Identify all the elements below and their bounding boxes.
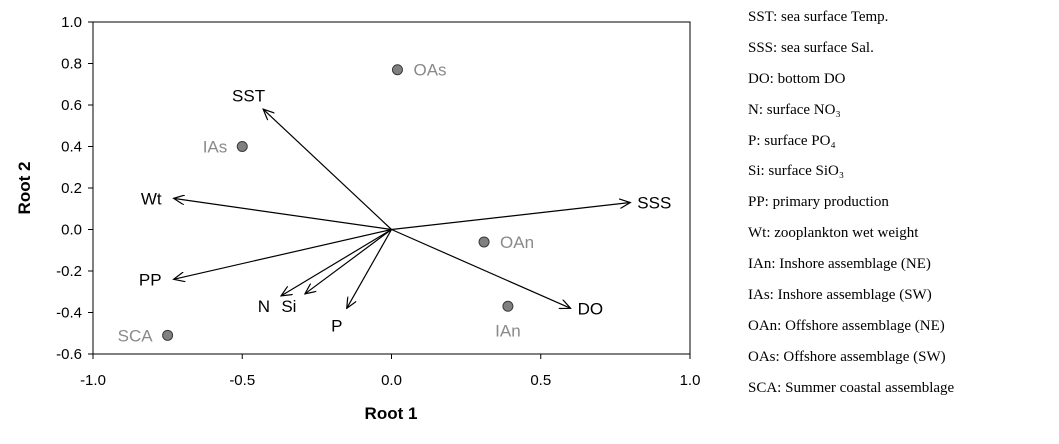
vector-label-sst: SST [232, 86, 265, 105]
vector-arrow-pp [174, 228, 392, 280]
legend-item: OAs: Offshore assemblage (SW) [748, 348, 946, 365]
legend-item: SCA: Summer coastal assemblage [748, 379, 955, 396]
x-axis-title: Root 1 [365, 404, 418, 423]
vector-label-sss: SSS [637, 194, 671, 213]
y-tick-label: 0.6 [61, 97, 82, 114]
y-tick-label: -0.6 [56, 346, 82, 363]
legend-item: N: surface NO₃ [748, 101, 841, 118]
legend-item: SST: sea surface Temp. [748, 9, 889, 25]
biplot-chart: -1.0 -0.5 0.0 0.5 1.0 1.0 0.8 0.6 0.4 0.2 0.0 -0.2 -… [15, 14, 700, 423]
x-tick-label: -0.5 [229, 372, 255, 389]
point-label-oan: OAn [500, 233, 534, 252]
point-label-oas: OAs [413, 61, 446, 80]
group-point-ias [236, 141, 248, 152]
legend-item: SSS: sea surface Sal. [748, 39, 874, 56]
group-point-oas [391, 64, 403, 76]
axis-ticks: -1.0 -0.5 0.0 0.5 1.0 1.0 0.8 0.6 0.4 0.2 0.0 -0.2 -… [56, 14, 700, 389]
x-tick-label: 0.0 [381, 372, 402, 389]
vector-label-pp: PP [139, 270, 162, 289]
legend-item: P: surface PO₄ [748, 132, 836, 149]
point-label-sca: SCA [118, 326, 154, 345]
y-tick-label: -0.4 [56, 305, 82, 322]
y-tick-label: 0.2 [61, 180, 82, 197]
point-label-ias: IAs [203, 138, 228, 157]
legend-item: Si: surface SiO₃ [748, 163, 845, 180]
vector-label-do: DO [578, 299, 604, 318]
vector-arrow-do [391, 228, 571, 309]
vector-arrow-n [281, 228, 392, 296]
legend-item: IAn: Inshore assemblage (NE) [748, 256, 931, 273]
vector-label-wt: Wt [141, 189, 162, 208]
legend-item: PP: primary production [748, 194, 889, 211]
legend-item: Wt: zooplankton wet weight [748, 225, 919, 242]
group-point-ian [502, 300, 514, 312]
legend-item: IAs: Inshore assemblage (SW) [748, 287, 932, 304]
y-tick-label: 1.0 [61, 14, 82, 31]
y-tick-label: -0.2 [56, 263, 82, 280]
vector-arrow-sss [391, 203, 631, 231]
vector-arrow-wt [174, 198, 392, 231]
x-tick-label: 0.5 [530, 372, 551, 389]
vector-label-n: N [258, 297, 270, 316]
group-point-oan [478, 236, 490, 248]
vector-label-si: Si [281, 297, 296, 316]
group-point-sca [162, 329, 174, 341]
vector-label-p: P [331, 317, 342, 336]
vector-arrow-sst [263, 109, 392, 230]
vector-arrow-p [347, 229, 393, 309]
abbreviation-legend: SST: sea surface Temp. SSS: sea surface S… [748, 6, 1056, 408]
legend-item: OAn: Offshore assemblage (NE) [748, 317, 945, 334]
x-tick-label: -1.0 [80, 372, 106, 389]
legend-item: DO: bottom DO [748, 70, 846, 87]
y-axis-title: Root 2 [15, 162, 34, 215]
group-points: OAs IAs OAn IAn SCA [118, 61, 534, 346]
vector-arrow-si [305, 229, 392, 294]
point-label-ian: IAn [495, 321, 521, 340]
y-tick-label: 0.4 [61, 139, 82, 156]
x-tick-label: 1.0 [680, 372, 701, 389]
y-tick-label: 0.8 [61, 56, 82, 73]
y-tick-label: 0.0 [61, 222, 82, 239]
vector-arrows: SST Wt SSS PP N Si P DO [139, 86, 671, 335]
